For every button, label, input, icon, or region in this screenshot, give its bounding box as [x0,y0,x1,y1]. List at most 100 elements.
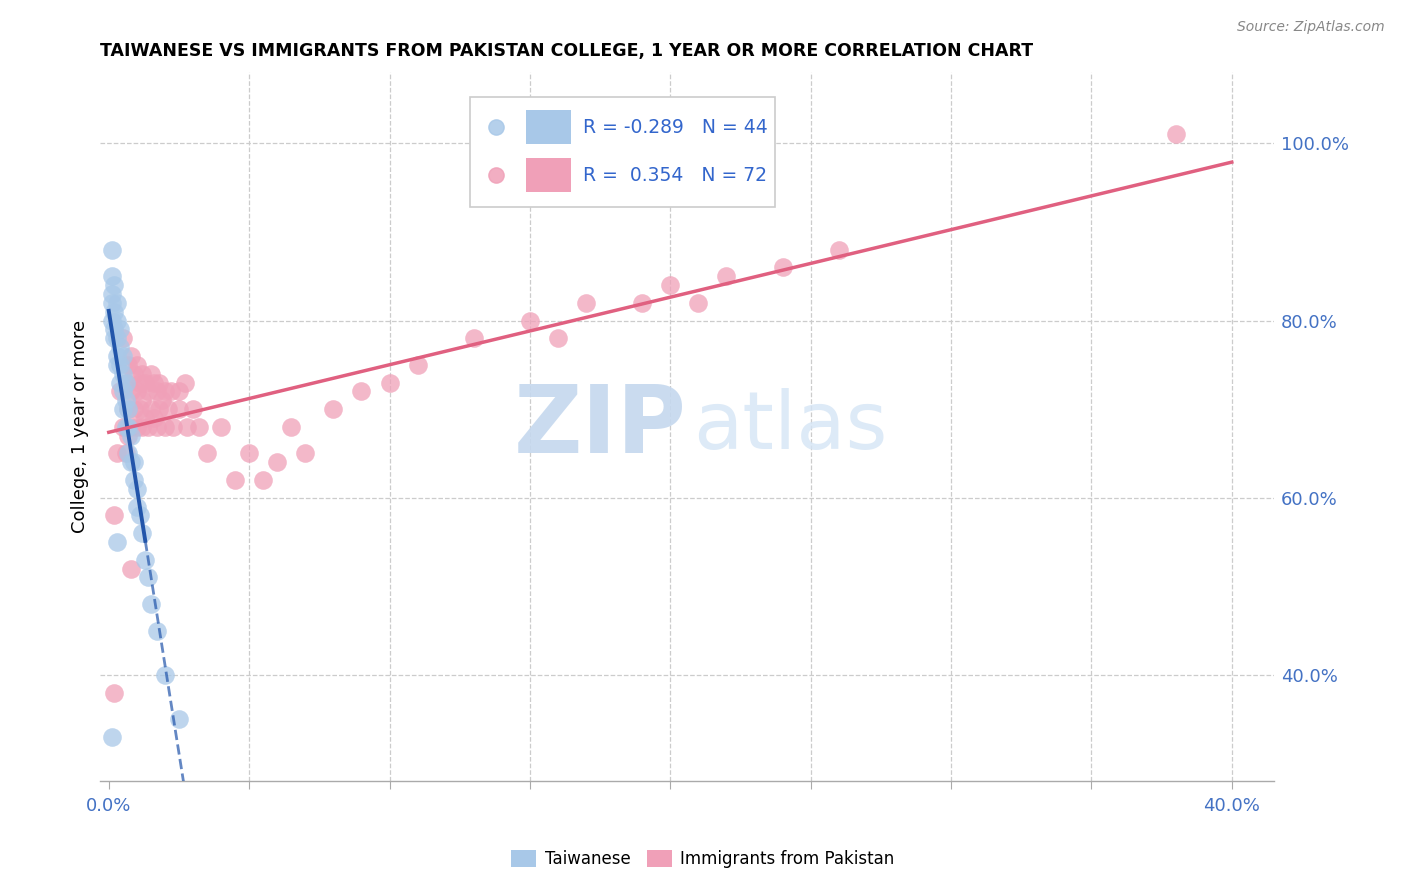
Point [167,712,190,726]
Point [252,473,274,487]
Point [159,384,181,399]
Point [125,500,148,514]
Point [142,376,165,390]
Point [103,278,125,293]
Point [828,243,851,257]
Point [100,269,122,284]
Point [1164,128,1187,142]
Point [167,384,190,399]
Point [378,376,401,390]
Point [114,420,136,434]
Point [122,473,145,487]
Point [117,428,139,442]
Point [114,393,136,408]
Point [131,367,153,381]
Point [103,322,125,336]
Point [111,384,134,399]
Point [103,686,125,700]
Point [120,349,142,363]
Point [122,402,145,417]
Point [209,420,232,434]
Point [266,455,288,469]
Text: Source: ZipAtlas.com: Source: ZipAtlas.com [1237,20,1385,34]
Point [111,402,134,417]
Point [125,420,148,434]
Point [148,402,170,417]
Point [134,376,156,390]
Point [173,376,195,390]
Point [108,358,131,372]
FancyBboxPatch shape [526,158,571,192]
Point [139,402,162,417]
Point [139,367,162,381]
Point [105,295,128,310]
Point [103,304,125,318]
Point [659,278,682,293]
Point [125,358,148,372]
Point [406,358,429,372]
Point [111,367,134,381]
Point [100,730,122,744]
Point [105,446,128,460]
Point [111,420,134,434]
Point [131,526,153,541]
Point [131,393,153,408]
Point [120,561,142,575]
Point [120,384,142,399]
Point [103,508,125,523]
Point [125,482,148,496]
Point [156,402,179,417]
Point [238,446,260,460]
Point [136,384,159,399]
Point [120,420,142,434]
Point [145,624,167,638]
Point [120,455,142,469]
Text: TAIWANESE VS IMMIGRANTS FROM PAKISTAN COLLEGE, 1 YEAR OR MORE CORRELATION CHART: TAIWANESE VS IMMIGRANTS FROM PAKISTAN CO… [100,42,1033,60]
Point [120,428,142,442]
Point [134,553,156,567]
Point [105,358,128,372]
Point [114,446,136,460]
Point [294,446,316,460]
Point [108,322,131,336]
Point [187,420,209,434]
Point [128,376,150,390]
Point [111,331,134,345]
Text: atlas: atlas [693,388,887,466]
Point [128,508,150,523]
Point [162,420,184,434]
Point [575,295,598,310]
Point [100,287,122,301]
Point [128,402,150,417]
Point [463,331,485,345]
Point [224,473,246,487]
Point [108,384,131,399]
Point [145,420,167,434]
Point [280,420,302,434]
FancyBboxPatch shape [470,97,775,207]
Point [105,331,128,345]
Point [153,420,176,434]
Point [114,376,136,390]
Point [122,455,145,469]
Point [772,260,794,275]
Point [108,376,131,390]
Point [117,420,139,434]
Point [117,446,139,460]
Point [145,384,167,399]
Point [181,402,204,417]
Point [114,376,136,390]
Point [100,313,122,327]
Y-axis label: College, 1 year or more: College, 1 year or more [72,320,89,533]
Point [100,295,122,310]
Point [117,402,139,417]
Point [195,446,218,460]
Text: R = -0.289   N = 44: R = -0.289 N = 44 [582,118,768,136]
Point [105,349,128,363]
Point [125,384,148,399]
Point [111,349,134,363]
Legend: Taiwanese, Immigrants from Pakistan: Taiwanese, Immigrants from Pakistan [505,843,901,875]
FancyBboxPatch shape [526,110,571,144]
Point [150,393,173,408]
Point [142,411,165,425]
